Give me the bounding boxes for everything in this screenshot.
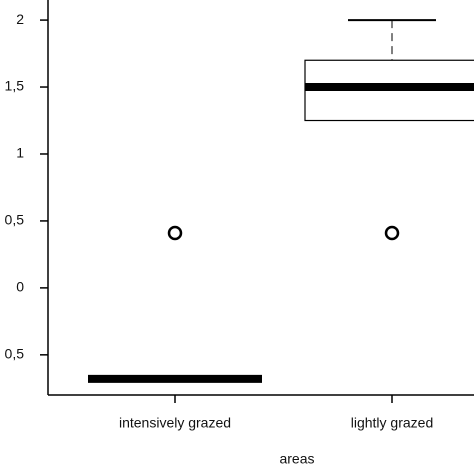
y-tick-label: 0: [16, 279, 24, 295]
y-tick-label: 1,5: [5, 78, 25, 94]
y-tick-label: 0,5: [5, 346, 25, 362]
y-tick-label: 2: [16, 11, 24, 27]
y-tick-label: 0,5: [5, 212, 25, 228]
x-tick-label: lightly grazed: [351, 415, 434, 431]
outlier: [384, 225, 400, 241]
outlier: [167, 225, 183, 241]
x-tick-label: intensively grazed: [119, 415, 231, 431]
x-axis-title: areas: [279, 451, 314, 467]
y-tick-label: 1: [16, 145, 24, 161]
